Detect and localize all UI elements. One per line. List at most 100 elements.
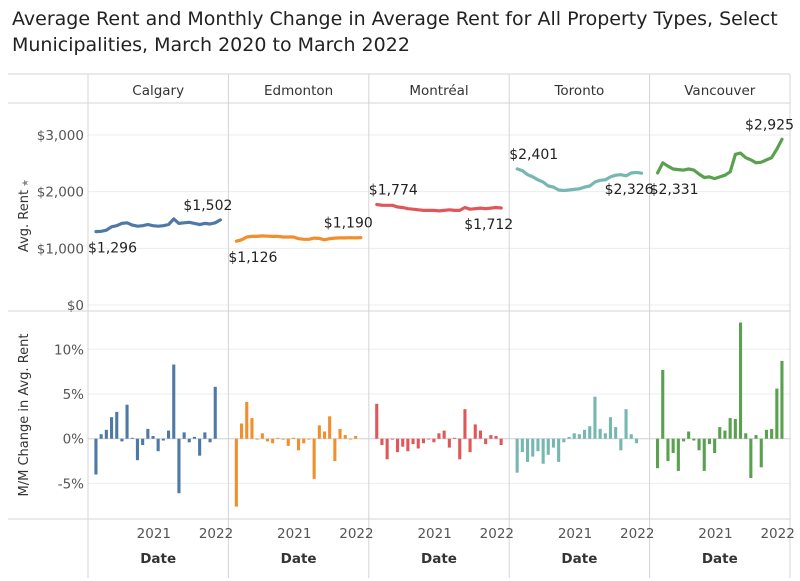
- change-bar-toronto: [572, 433, 576, 439]
- change-bar-calgary: [198, 438, 202, 456]
- change-bar-vancouver: [749, 438, 753, 478]
- change-bar-toronto: [577, 434, 581, 439]
- y-tick-label-bottom: 0%: [63, 432, 85, 448]
- change-bar-toronto: [551, 438, 555, 448]
- change-bar-vancouver: [687, 431, 691, 439]
- change-bar-montreal: [432, 438, 436, 443]
- change-bar-vancouver: [697, 438, 701, 451]
- change-bar-montreal: [380, 438, 384, 445]
- change-bar-edmonton: [250, 418, 254, 439]
- change-bar-montreal: [427, 438, 431, 440]
- change-bar-calgary: [94, 438, 98, 475]
- change-bar-montreal: [489, 435, 493, 439]
- change-bar-toronto: [603, 433, 607, 439]
- rent-label-calgary: $1,296: [88, 241, 137, 257]
- rent-label-edmonton: $1,126: [228, 250, 277, 266]
- change-bar-calgary: [161, 438, 165, 441]
- chart-title: Average Rent and Monthly Change in Avera…: [12, 6, 792, 58]
- change-bar-edmonton: [281, 438, 285, 440]
- change-bar-calgary: [177, 438, 181, 494]
- change-bar-edmonton: [354, 436, 358, 439]
- change-bar-toronto: [598, 428, 602, 439]
- change-bar-montreal: [494, 436, 498, 439]
- chart-title-line-1: Average Rent and Monthly Change in Avera…: [12, 8, 778, 30]
- change-bar-vancouver: [682, 438, 686, 442]
- x-tick-label: 2022: [339, 526, 373, 542]
- x-tick-label: 2021: [698, 526, 732, 542]
- rent-label-vancouver: $2,925: [745, 117, 794, 133]
- y-tick-label-top: $1,000: [37, 241, 84, 257]
- change-bar-edmonton: [271, 438, 275, 444]
- x-tick-label: 2021: [277, 526, 311, 542]
- y-tick-label-top: $2,000: [37, 185, 84, 201]
- change-bar-montreal: [385, 438, 389, 460]
- change-bar-montreal: [416, 438, 420, 449]
- x-axis-title: Date: [281, 551, 317, 567]
- change-bar-edmonton: [323, 431, 327, 439]
- rent-label-toronto: $2,326: [605, 182, 654, 198]
- change-bar-vancouver: [759, 438, 763, 468]
- x-axis-title: Date: [702, 551, 738, 567]
- change-bar-calgary: [125, 404, 129, 439]
- change-bar-edmonton: [338, 428, 342, 439]
- x-axis-title: Date: [421, 551, 457, 567]
- change-bar-edmonton: [312, 438, 316, 479]
- y-tick-label-bottom: 10%: [54, 342, 84, 358]
- change-bar-montreal: [484, 438, 488, 445]
- change-bar-vancouver: [754, 435, 758, 439]
- facet-header-montreal: Montréal: [409, 83, 468, 99]
- change-bar-toronto: [619, 438, 623, 451]
- change-bar-vancouver: [707, 438, 711, 445]
- change-bar-toronto: [624, 409, 628, 439]
- change-bar-calgary: [151, 436, 155, 439]
- change-bar-montreal: [375, 403, 379, 439]
- change-bar-edmonton: [286, 438, 290, 446]
- change-bar-toronto: [588, 426, 592, 439]
- x-axis-title: Date: [561, 551, 597, 567]
- change-bar-toronto: [629, 434, 633, 439]
- rent-line-vancouver: [655, 137, 784, 181]
- change-bar-calgary: [203, 432, 207, 439]
- change-bar-montreal: [499, 438, 503, 445]
- change-bar-calgary: [172, 364, 176, 439]
- y-tick-label-top: $3,000: [37, 128, 84, 144]
- change-bar-montreal: [458, 438, 462, 460]
- change-bar-vancouver: [733, 419, 737, 439]
- change-bar-toronto: [567, 436, 571, 439]
- change-bar-montreal: [453, 437, 457, 439]
- change-bar-vancouver: [656, 438, 660, 469]
- change-bar-edmonton: [297, 438, 301, 451]
- rent-label-edmonton: $1,190: [324, 216, 373, 232]
- change-bar-toronto: [593, 396, 597, 439]
- change-bar-edmonton: [328, 416, 332, 439]
- change-bar-toronto: [562, 438, 566, 443]
- change-bar-montreal: [442, 430, 446, 439]
- change-bar-edmonton: [348, 438, 352, 440]
- facet-header-calgary: Calgary: [132, 83, 184, 99]
- change-bar-edmonton: [333, 438, 337, 462]
- change-bar-edmonton: [260, 433, 264, 439]
- facet-header-edmonton: Edmonton: [264, 83, 333, 99]
- change-bar-edmonton: [265, 438, 269, 442]
- rent-label-montreal: $1,774: [369, 182, 418, 198]
- change-bar-calgary: [141, 438, 145, 445]
- x-axis-title: Date: [140, 551, 176, 567]
- change-bar-vancouver: [780, 360, 784, 439]
- change-bar-calgary: [213, 386, 217, 439]
- y-tick-label-bottom: 5%: [63, 387, 85, 403]
- y-axis-title-top: Avg. Rent: [17, 190, 32, 252]
- change-bar-vancouver: [770, 428, 774, 439]
- change-bar-montreal: [478, 430, 482, 439]
- rent-label-montreal: $1,712: [464, 217, 513, 233]
- sort-icon: ★: [21, 179, 31, 187]
- x-tick-label: 2022: [199, 526, 233, 542]
- change-bar-vancouver: [661, 369, 665, 439]
- rent-label-toronto: $2,401: [509, 147, 558, 163]
- change-bar-calgary: [104, 429, 108, 439]
- change-bar-calgary: [110, 417, 114, 439]
- change-bar-vancouver: [718, 427, 722, 439]
- chart-title-line-2: Municipalities, March 2020 to March 2022: [12, 34, 410, 56]
- change-bar-vancouver: [739, 322, 743, 439]
- change-bar-edmonton: [307, 438, 311, 440]
